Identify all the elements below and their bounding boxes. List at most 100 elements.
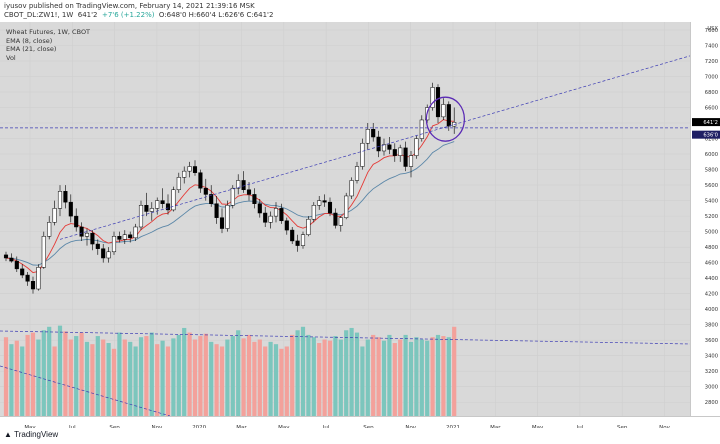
price-tick-label: 3800 [705, 323, 718, 329]
candle-body [9, 257, 14, 262]
candle-body [419, 119, 424, 139]
footer: ▲ TradingView [0, 428, 720, 444]
candle-body [187, 166, 192, 172]
candle-body [257, 203, 262, 214]
volume-bar [263, 346, 268, 416]
candle-body [441, 104, 446, 118]
tradingview-logo[interactable]: ▲ TradingView [4, 430, 58, 439]
candle-body [165, 203, 171, 211]
price-change: +7'6 (+1.22%) [101, 11, 155, 19]
last-price-badge-text: 641'2 [703, 120, 718, 126]
volume-bar [268, 341, 273, 416]
volume-bar [333, 336, 338, 416]
price-tick-label: 6200 [705, 137, 718, 143]
candle-body [430, 87, 435, 108]
legend-title: Wheat Futures, 1W, CBOT [6, 28, 91, 36]
legend-volume[interactable]: Vol [6, 53, 16, 62]
volume-bar [311, 337, 316, 416]
legend-ema21[interactable]: EMA (21, close) [6, 45, 57, 53]
candle-body [95, 243, 100, 249]
candle-body [268, 215, 273, 223]
publisher-header: iyusov published on TradingView.com, Feb… [0, 0, 720, 22]
candle-body [376, 136, 381, 152]
candle-body [273, 208, 279, 217]
candle-body [144, 205, 149, 212]
candle-body [371, 129, 376, 138]
volume-bar [290, 334, 295, 416]
candle-body [52, 208, 57, 223]
price-tick-label: 5800 [705, 168, 718, 174]
volume-bar [198, 336, 203, 416]
candle-body [79, 226, 84, 237]
candle-body [117, 236, 122, 240]
volume-bar [435, 334, 441, 416]
volume-bar [165, 346, 171, 416]
volume-bar [209, 341, 214, 416]
volume-bar [30, 332, 36, 416]
candle-body [349, 180, 354, 197]
price-scale-canvas: 7600740072007000680066006400620060005800… [692, 26, 720, 406]
candle-body [171, 189, 176, 211]
volume-bar [182, 327, 187, 416]
candle-body [327, 201, 333, 214]
candle-body [47, 222, 52, 237]
volume-bar [219, 346, 225, 416]
candle-body [295, 240, 300, 246]
volume-bar [230, 336, 235, 416]
volume-bar [79, 332, 84, 416]
chart-plot-area[interactable] [0, 22, 691, 417]
volume-bar [387, 334, 392, 416]
candle-body [263, 212, 268, 223]
volume-bar [63, 331, 68, 416]
chart-canvas[interactable] [0, 22, 691, 417]
candle-body [398, 147, 403, 156]
candle-body [192, 166, 198, 173]
volume-bar [446, 337, 451, 416]
price-tick-label: 6600 [705, 106, 718, 112]
price-scale[interactable]: 7600740072007000680066006400620060005800… [690, 22, 720, 416]
volume-bar [360, 346, 365, 416]
volume-bar [295, 330, 300, 416]
candle-body [284, 220, 289, 231]
chart-legend: Wheat Futures, 1W, CBOT EMA (8, close) E… [6, 28, 90, 62]
candle-body [354, 166, 360, 181]
publisher-line: iyusov published on TradingView.com, Feb… [4, 2, 255, 10]
candle-body [41, 236, 46, 268]
volume-bar [68, 339, 73, 416]
candle-body [101, 248, 106, 259]
candle-body [414, 138, 419, 156]
price-tick-label: 4000 [705, 307, 718, 313]
volume-bar [273, 344, 279, 416]
volume-bar [128, 341, 133, 416]
candle-body [236, 180, 241, 189]
volume-bar [192, 339, 198, 416]
symbol-quote-line: CBOT_DL:ZW1!, 1W 641'2 +7'6 (+1.22%) O:6… [4, 11, 273, 19]
price-tick-label: 7200 [705, 59, 718, 65]
price-tick-label: 4200 [705, 292, 718, 298]
candle-body [365, 129, 370, 144]
volume-bar [365, 339, 370, 416]
price-tick-label: 5000 [705, 230, 718, 236]
price-tick-label: 5600 [705, 183, 718, 189]
volume-bar [57, 325, 63, 416]
candle-body [155, 200, 160, 209]
candle-body [246, 189, 252, 195]
volume-bar [111, 348, 117, 416]
candle-body [338, 217, 343, 226]
volume-bar [52, 346, 57, 416]
candle-body [84, 232, 90, 237]
volume-bar [14, 340, 19, 416]
volume-bar [225, 339, 230, 416]
volume-bar [306, 334, 311, 416]
volume-bar [25, 334, 30, 416]
volume-bar [381, 340, 387, 416]
volume-bar [392, 343, 397, 416]
volume-bar [9, 344, 14, 416]
candle-body [360, 142, 365, 167]
candle-body [392, 149, 397, 156]
volume-bar [138, 337, 144, 416]
candle-body [149, 208, 154, 212]
volume-bar [187, 332, 192, 416]
legend-ema8[interactable]: EMA (8, close) [6, 36, 53, 45]
volume-bar [452, 326, 457, 416]
